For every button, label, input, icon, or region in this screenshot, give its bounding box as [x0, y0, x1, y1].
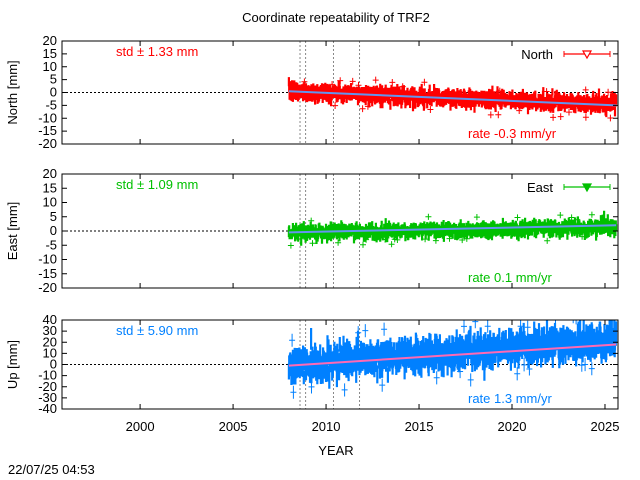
- y-tick-label: -10: [38, 110, 57, 125]
- std-label: std ± 1.33 mm: [116, 44, 198, 59]
- chart-title: Coordinate repeatability of TRF2: [242, 10, 430, 25]
- data-series-up: [287, 320, 618, 399]
- trend-line: [288, 343, 617, 367]
- y-tick-label: 10: [43, 59, 57, 74]
- outlier-bars: [287, 211, 607, 249]
- y-tick-label: 10: [43, 345, 57, 360]
- error-bars: [287, 320, 618, 389]
- y-tick-label: 5: [50, 209, 57, 224]
- y-tick-label: 0: [50, 85, 57, 100]
- trend-line: [288, 224, 617, 234]
- y-tick-label: -40: [38, 401, 57, 416]
- y-tick-label: -5: [45, 97, 57, 112]
- data-series-north: [287, 76, 618, 122]
- y-tick-label: -15: [38, 266, 57, 281]
- y-tick-label: 0: [50, 357, 57, 372]
- outlier-bars: [289, 320, 595, 399]
- y-tick-label: 15: [43, 46, 57, 61]
- legend-marker: [581, 183, 593, 193]
- y-tick-label: 20: [43, 334, 57, 349]
- y-tick-label: 40: [43, 312, 57, 327]
- y-tick-label: 15: [43, 180, 57, 195]
- legend-label: East: [527, 180, 553, 195]
- y-tick-label: 0: [50, 223, 57, 238]
- error-bars: [287, 77, 618, 118]
- x-tick-label: 2025: [591, 419, 620, 434]
- y-tick-label: -20: [38, 280, 57, 295]
- y-axis-label: North [mm]: [5, 60, 20, 124]
- rate-label: rate -0.3 mm/yr: [468, 126, 557, 141]
- std-label: std ± 5.90 mm: [116, 323, 198, 338]
- y-axis-label: Up [mm]: [5, 340, 20, 389]
- rate-label: rate 1.3 mm/yr: [468, 391, 552, 406]
- x-tick-label: 2020: [498, 419, 527, 434]
- y-tick-label: 30: [43, 323, 57, 338]
- y-tick-label: -20: [38, 379, 57, 394]
- data-series-east: [287, 210, 618, 249]
- trend-line: [288, 90, 617, 107]
- rate-label: rate 0.1 mm/yr: [468, 270, 552, 285]
- y-tick-label: 5: [50, 72, 57, 87]
- x-tick-label: 2010: [312, 419, 341, 434]
- y-tick-label: -20: [38, 136, 57, 151]
- x-axis-label: YEAR: [318, 443, 353, 458]
- x-tick-label: 2000: [126, 419, 155, 434]
- y-tick-label: -5: [45, 237, 57, 252]
- legend-marker: [581, 50, 593, 60]
- y-tick-label: -15: [38, 123, 57, 138]
- x-tick-label: 2015: [405, 419, 434, 434]
- y-tick-label: 20: [43, 166, 57, 181]
- y-tick-label: -10: [38, 368, 57, 383]
- legend: North: [521, 47, 611, 62]
- std-label: std ± 1.09 mm: [116, 177, 198, 192]
- y-tick-label: 10: [43, 195, 57, 210]
- timestamp: 22/07/25 04:53: [8, 462, 95, 477]
- y-tick-label: -30: [38, 390, 57, 405]
- legend: East: [527, 180, 611, 195]
- legend-label: North: [521, 47, 553, 62]
- y-tick-label: -10: [38, 252, 57, 267]
- x-tick-label: 2005: [219, 419, 248, 434]
- outlier-bars: [301, 76, 614, 122]
- y-tick-label: 20: [43, 33, 57, 48]
- y-axis-label: East [mm]: [5, 202, 20, 261]
